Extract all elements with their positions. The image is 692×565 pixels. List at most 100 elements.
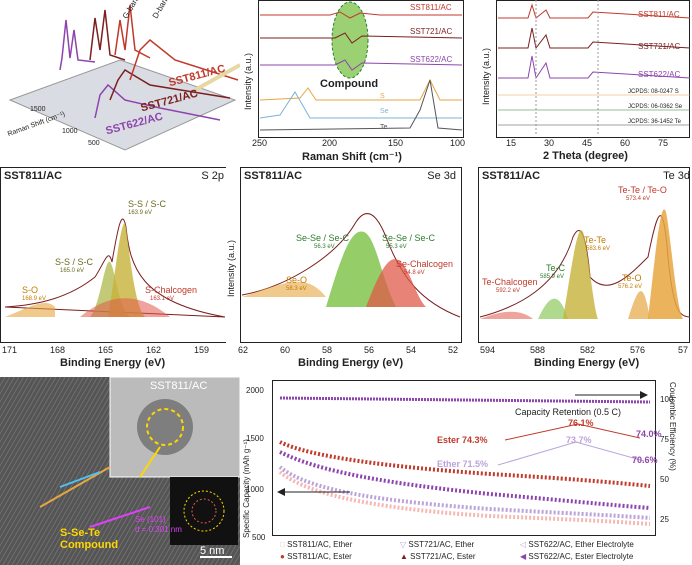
xrd-xtick-2: 45	[582, 138, 593, 148]
ce-arrow-head	[640, 391, 648, 399]
xps-se-ylabel: Intensity (a.u.)	[226, 239, 236, 297]
raman-line-s	[259, 78, 462, 101]
raman-811-front	[129, 38, 239, 81]
raman-plot	[259, 1, 463, 131]
tem-sample: SST811/AC	[150, 380, 208, 392]
cap-tick-1500: 1500	[246, 434, 264, 443]
xps-se-peak-3-ev: 54.8 eV	[404, 270, 425, 276]
xps-te-xlabel: Binding Energy (eV)	[534, 357, 640, 369]
raman-panel: SST811/AC SST721/AC SST622/AC S Se Te Co…	[240, 0, 470, 165]
xps-se-plot	[241, 213, 461, 318]
ester-peak: 76.1%	[568, 418, 594, 428]
ether-end: 70.6%	[632, 455, 658, 465]
legend-622-ester: ◀ SST622/AC, Ester Electrolyte	[520, 552, 634, 561]
cap-tick-1000: 1000	[246, 485, 264, 494]
xps-te-peak-1-ev: 583.6 eV	[586, 246, 611, 252]
xps-se-peak-3: Se-Chalcogen	[396, 259, 454, 269]
retention-ester-line	[504, 423, 641, 441]
ce-tick-75: 75	[660, 435, 669, 444]
floor-plane	[8, 59, 237, 151]
raman-line-se	[259, 91, 462, 119]
xps-s-panel: SST811/AC S 2p S-S / S-C 163.9 eV S-S / …	[0, 167, 232, 372]
raman-ylabel: Intensity (a.u.)	[243, 52, 253, 110]
xps-te-peak-0: Te-Te / Te-O	[618, 185, 667, 195]
xps-s-peak-2-ev: 168.9 eV	[22, 296, 47, 302]
legend-811-ether: □ SST811/AC, Ether	[280, 540, 353, 549]
xps-te-peak-teo	[628, 291, 650, 319]
xps-te-sample: SST811/AC	[482, 170, 541, 182]
xrd-721: SST721/AC	[638, 42, 681, 51]
xps-se-xlabel: Binding Energy (eV)	[298, 357, 404, 369]
tem-lattice-plane: Se (101)	[135, 515, 166, 524]
xrd-xtick-0: 15	[506, 138, 517, 148]
xrd-panel: SST811/AC SST721/AC SST622/AC JCPDS: 08-…	[478, 0, 692, 165]
xps-s-peak-3: S-Chalcogen	[145, 285, 198, 295]
tem-panel: SST811/AC S-Se-Te Compound Se (101) d = …	[0, 377, 240, 565]
raman-622-front	[94, 83, 221, 121]
fft-ring-1	[183, 490, 225, 532]
xps-s-peak-3-ev: 163.1 eV	[150, 296, 175, 302]
raman-s: S	[380, 93, 385, 100]
cycling-frame	[272, 380, 656, 536]
raman-line-811	[260, 11, 462, 19]
cap-tick-500: 500	[252, 533, 266, 542]
xps-se-sample: SST811/AC	[244, 170, 303, 182]
xps-s-peak-chalc	[80, 298, 170, 317]
xps-se-orbital: Se 3d	[427, 170, 456, 182]
xps-s-sample: SST811/AC	[4, 170, 63, 182]
xps-se-xtick-5: 52	[448, 345, 459, 355]
xrd-xlabel: 2 Theta (degree)	[543, 150, 628, 162]
raman-721-back	[89, 9, 126, 61]
tem-lattice-spacing: d = 0.301 nm	[135, 525, 182, 534]
xps-se-peak-o	[242, 281, 326, 297]
xps-te-plot	[479, 209, 691, 319]
xps-s-xtick-0: 171	[2, 345, 18, 355]
xps-se-peak-0: Se-Se / Se-C	[296, 233, 350, 243]
raman-xtick-1: 200	[322, 138, 338, 148]
xps-te-xtick-4: 57	[678, 345, 689, 355]
xps-te-peak-tec	[538, 298, 568, 319]
raman-3d-plot	[8, 4, 240, 151]
xrd-ylabel: Intensity (a.u.)	[481, 47, 491, 105]
ce-line	[279, 396, 651, 404]
xrd-ref-se: JCPDS: 06-0362 Se	[628, 104, 683, 110]
xps-s-peak-1-ev: 165.0 eV	[60, 268, 85, 274]
tem-arrow	[139, 446, 161, 478]
xps-s-xlabel: Binding Energy (eV)	[60, 357, 166, 369]
xps-te-peak-4: Te-Chalcogen	[482, 277, 538, 287]
capacity-811-ether	[278, 470, 651, 526]
ce-tick-50: 50	[660, 475, 669, 484]
xps-se-peak-2-ev: 58.3 eV	[286, 286, 307, 292]
xps-te-peak-tete1	[563, 230, 598, 319]
xps-se-peak-0-ev: 56.3 eV	[314, 244, 335, 250]
raman-721-front	[109, 68, 231, 101]
cycling-plot	[277, 391, 651, 526]
xps-s-peak-2: S-O	[22, 285, 39, 295]
xps-se-xtick-3: 56	[364, 345, 375, 355]
xps-s-xtick-1: 168	[50, 345, 66, 355]
xps-te-peak-1: Te-Te	[584, 235, 607, 245]
xps-te-xtick-3: 576	[630, 345, 646, 355]
legend-721-ester: ▲ SST721/AC, Ester	[400, 552, 476, 561]
xps-se-xtick-2: 58	[322, 345, 333, 355]
raman-se: Se	[380, 108, 389, 115]
retention-title: Capacity Retention (0.5 C)	[515, 407, 622, 417]
raman-xtick-3: 100	[450, 138, 466, 148]
xps-te-peak-tete2	[648, 209, 683, 319]
xps-se-peak-chalc	[366, 259, 426, 307]
raman-xlabel: Raman Shift (cm⁻¹)	[302, 151, 402, 163]
cap-arrow-head	[277, 488, 285, 496]
xrd-xtick-1: 30	[544, 138, 555, 148]
tem-inset-fft	[170, 477, 238, 545]
raman-line-te	[259, 79, 463, 131]
ether-peak: 73.7%	[566, 435, 592, 445]
xps-se-peak-1: Se-Se / Se-C	[382, 233, 436, 243]
raman-811: SST811/AC	[410, 3, 452, 12]
capacity-622-ether	[278, 465, 651, 520]
raman-811-back	[114, 4, 151, 59]
xrd-frame	[496, 0, 690, 138]
xrd-xtick-3: 60	[620, 138, 631, 148]
raman-xtick-2: 150	[388, 138, 404, 148]
xps-s-orbital: S 2p	[201, 170, 224, 182]
arrow-to-raman	[194, 63, 240, 92]
